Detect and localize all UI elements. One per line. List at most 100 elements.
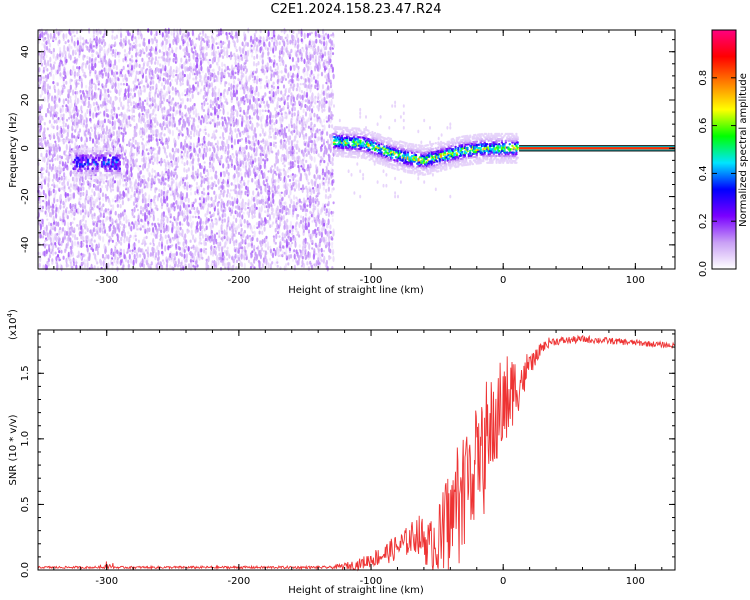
spectrogram-noise-mark — [259, 36, 262, 40]
spectrogram-noise-mark — [149, 103, 152, 110]
spectrogram-noise-mark — [64, 129, 67, 133]
spectrogram-noise-mark — [175, 174, 179, 179]
spectrogram-noise-mark — [187, 197, 190, 204]
spectrogram-noise-mark — [257, 115, 260, 121]
spectrogram-noise-mark — [194, 198, 197, 203]
spectrogram-noise-mark — [104, 41, 107, 46]
spectrogram-noise-mark — [79, 219, 82, 226]
spectrogram-noise-mark — [215, 194, 218, 197]
spectrogram-noise-mark — [83, 259, 86, 264]
spectrogram-noise-mark — [281, 45, 284, 53]
spectrogram-noise-mark — [93, 239, 96, 243]
spectrogram-noise-mark — [62, 138, 65, 141]
spectrogram-noise-mark — [60, 89, 64, 96]
spectrogram-noise-mark — [274, 141, 277, 145]
spectrogram-noise-mark — [78, 227, 81, 231]
spectrogram-noise-mark — [229, 222, 232, 226]
spectrogram-noise-mark — [119, 28, 122, 34]
spectrogram-noise-mark — [257, 91, 260, 97]
spectrogram-noise-mark — [131, 251, 134, 255]
spectrogram-noise-mark — [79, 209, 82, 216]
spectrogram-noise-mark — [52, 73, 55, 81]
spectrogram-noise-mark — [248, 135, 251, 139]
spectrogram-noise-mark — [164, 126, 167, 131]
spectrogram-noise-mark — [94, 253, 97, 260]
spectrogram-noise-mark — [280, 70, 283, 74]
spectrogram-noise-mark — [183, 167, 186, 173]
spectrogram-noise-mark — [279, 62, 282, 67]
spectrogram-noise-mark — [98, 47, 102, 54]
spectrogram-noise-mark — [174, 87, 177, 93]
spectrogram-noise-mark — [66, 70, 69, 76]
spectrogram-noise-mark — [235, 89, 238, 95]
spectrogram-noise-mark — [62, 209, 65, 216]
spectrogram-noise-mark — [170, 160, 173, 164]
spectrogram-noise-mark — [225, 122, 228, 126]
spectrogram-noise-mark — [94, 198, 97, 204]
spectrogram-noise-mark — [47, 262, 50, 267]
spectrogram-noise-mark — [132, 158, 135, 165]
spectrogram-noise-mark — [51, 105, 55, 112]
spectrogram-noise-mark — [231, 36, 234, 40]
spectrogram-noise-mark — [67, 251, 70, 258]
spectrogram-noise-mark — [257, 139, 260, 146]
spectrogram-noise-mark — [68, 43, 71, 49]
spectrogram-noise-mark — [267, 208, 270, 213]
spectrogram-noise-mark — [221, 230, 224, 235]
spectrogram-noise-mark — [272, 235, 275, 238]
spectrogram-noise-mark — [267, 56, 270, 60]
spectrogram-noise-mark — [217, 178, 220, 185]
spectrogram-noise-mark — [248, 140, 251, 145]
spectrogram-noise-mark — [248, 206, 251, 214]
spectrogram-noise-mark — [52, 227, 55, 231]
spectrogram-noise-mark — [267, 51, 270, 56]
spectrogram-noise-mark — [58, 138, 62, 142]
spectrogram-noise-mark — [253, 55, 256, 60]
spectrogram-noise-mark — [212, 37, 215, 45]
spectrogram-noise-mark — [79, 191, 82, 195]
spectrogram-noise-mark — [41, 115, 44, 119]
spectrogram-noise-mark — [216, 140, 219, 146]
spectrogram-noise-mark — [141, 57, 144, 63]
spectrogram-noise-mark — [122, 77, 125, 82]
spectrogram-noise-mark — [118, 226, 122, 229]
spectrogram-noise-mark — [96, 266, 100, 271]
spectrogram-noise-mark — [165, 155, 169, 159]
spectrogram-noise-mark — [196, 221, 199, 227]
spectrogram-noise-mark — [58, 53, 61, 58]
spectrogram-noise-mark — [160, 197, 163, 204]
spectrogram-noise-mark — [97, 214, 101, 222]
spectrogram-noise-mark — [274, 227, 277, 233]
spectrogram-noise-mark — [263, 41, 266, 47]
spectrogram-noise-mark — [93, 265, 96, 270]
spectrogram-noise-mark — [284, 93, 287, 96]
spectrogram-noise-mark — [55, 119, 58, 124]
spectrogram-noise-mark — [146, 246, 150, 253]
spectrogram-noise-mark — [149, 97, 152, 102]
spectrogram-noise-mark — [250, 147, 253, 151]
spectrogram-noise-mark — [87, 195, 90, 199]
spectrogram-noise-mark — [88, 252, 91, 259]
spectrogram-noise-mark — [92, 45, 95, 48]
spectrogram-noise-mark — [119, 220, 122, 225]
spectrogram-noise-mark — [119, 119, 122, 126]
spectrogram-noise-mark — [58, 237, 61, 241]
spectrogram-noise-mark — [267, 213, 270, 216]
spectrogram-noise-mark — [138, 247, 141, 252]
spectrogram-noise-mark — [128, 140, 131, 147]
spectrogram-noise-mark — [81, 37, 84, 40]
spectrogram-noise-mark — [74, 111, 77, 116]
spectrogram-noise-mark — [245, 75, 248, 81]
spectrogram-noise-mark — [264, 84, 267, 90]
spectrogram-noise-mark — [119, 212, 122, 218]
spectrogram-noise-mark — [129, 234, 132, 238]
spectrogram-noise-mark — [111, 266, 114, 271]
spectrogram-noise-mark — [133, 206, 136, 213]
spectrogram-noise-mark — [67, 99, 70, 104]
spectrogram-noise-mark — [45, 149, 48, 153]
spectrogram-noise-mark — [110, 108, 113, 115]
spectrogram-noise-mark — [78, 53, 81, 59]
spectrogram-noise-mark — [175, 157, 178, 162]
spectrogram-noise-mark — [112, 225, 115, 230]
spectrogram-noise-mark — [181, 192, 184, 198]
